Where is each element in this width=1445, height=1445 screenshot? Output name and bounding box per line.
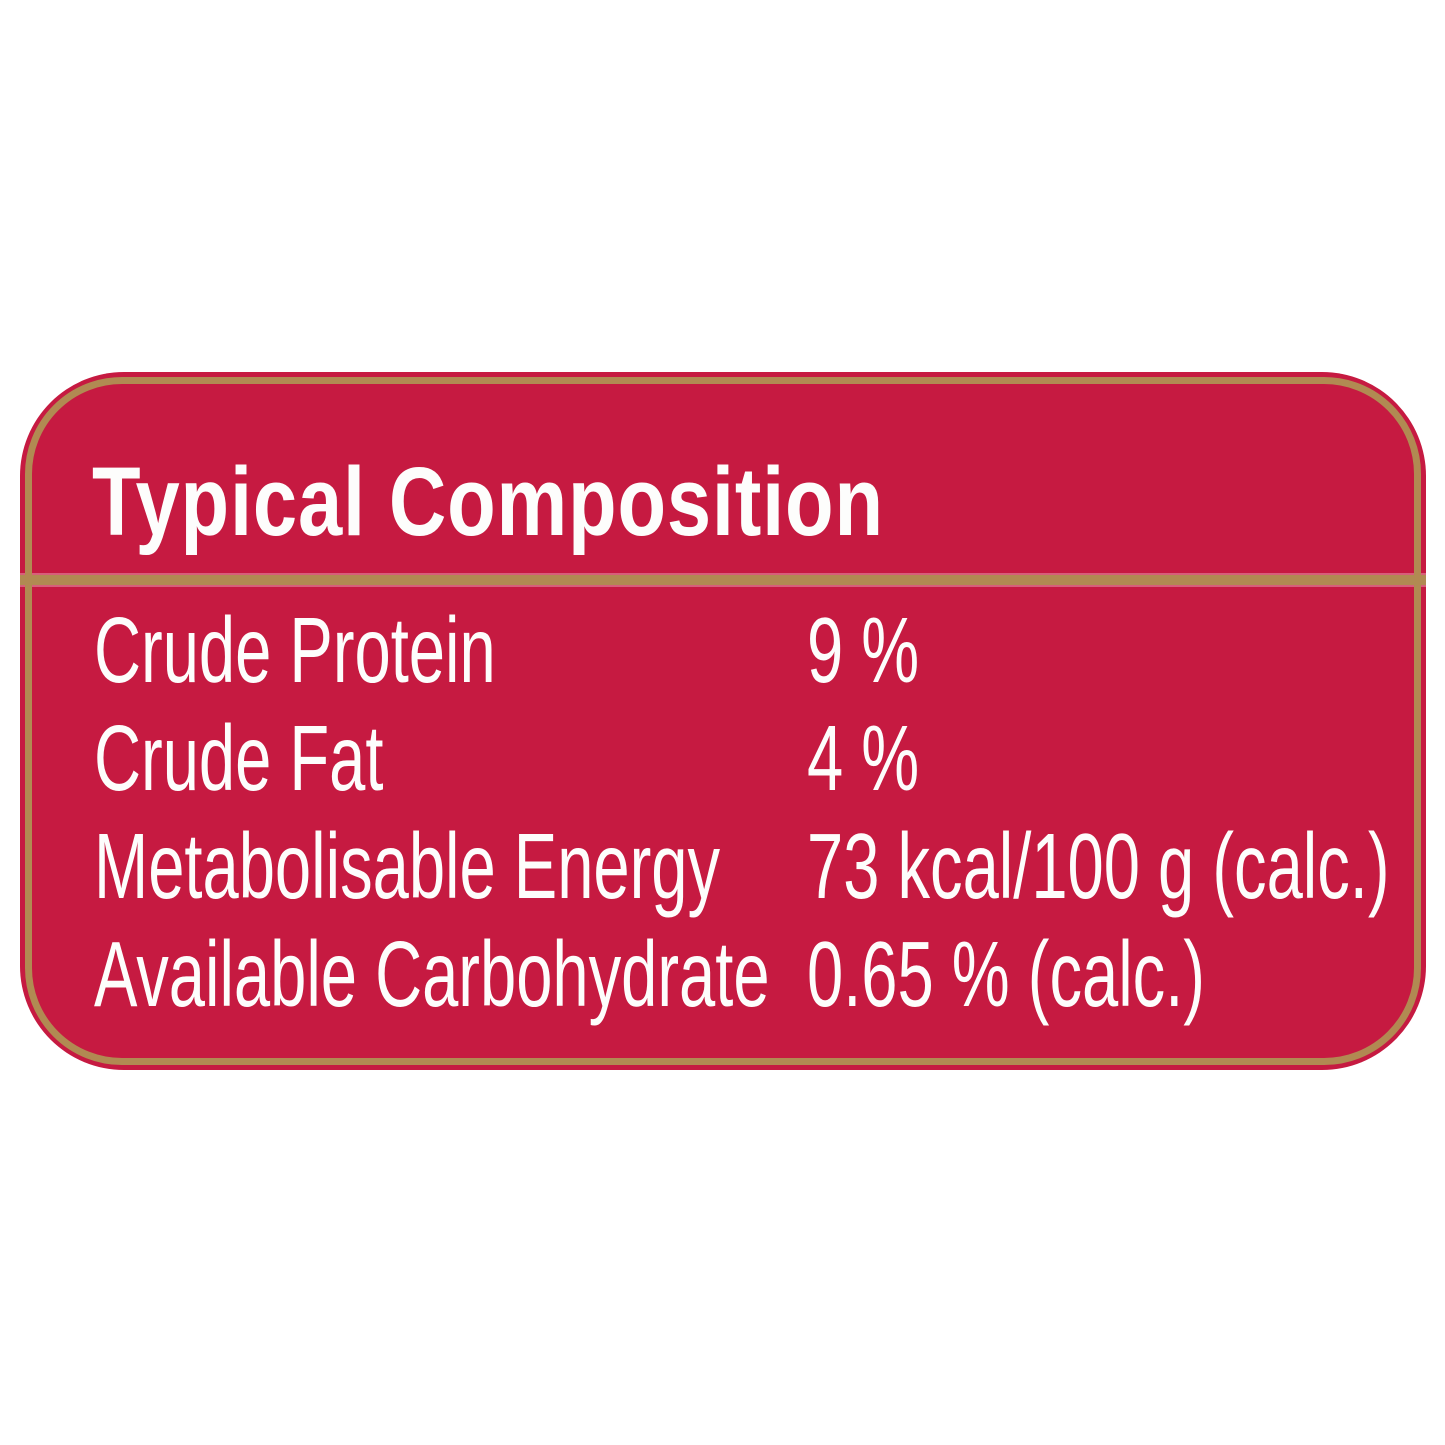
nutrient-value: 9 % [807,598,920,702]
nutrient-label: Crude Protein [94,598,496,702]
composition-panel: Typical Composition Crude Protein 9 % Cr… [20,372,1426,1070]
gold-divider [20,575,1426,585]
nutrient-label: Metabolisable Energy [94,814,721,918]
nutrient-label: Crude Fat [94,706,384,810]
nutrient-row-available-carbohydrate: Available Carbohydrate 0.65 % (calc.) [20,920,1426,1028]
nutrient-label: Available Carbohydrate [94,922,770,1026]
nutrient-value: 73 kcal/100 g (calc.) [807,814,1390,918]
nutrient-row-crude-fat: Crude Fat 4 % [20,704,1426,812]
nutrient-value: 0.65 % (calc.) [807,922,1205,1026]
nutrient-value: 4 % [807,706,920,810]
nutrient-row-crude-protein: Crude Protein 9 % [20,596,1426,704]
panel-title: Typical Composition [92,447,884,556]
nutrient-table: Crude Protein 9 % Crude Fat 4 % Metaboli… [20,596,1426,1028]
nutrient-row-metabolisable-energy: Metabolisable Energy 73 kcal/100 g (calc… [20,812,1426,920]
